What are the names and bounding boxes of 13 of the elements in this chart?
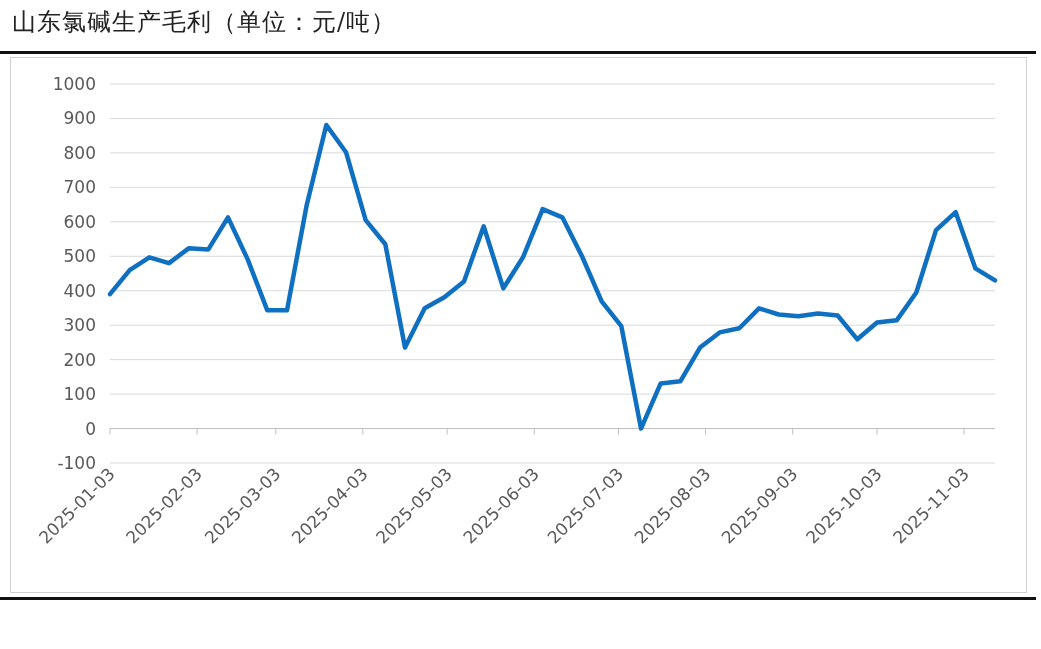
y-tick-label: 400	[63, 280, 96, 301]
chart-title: 山东氯碱生产毛利（单位：元/吨）	[12, 7, 397, 38]
y-tick-label: 300	[63, 315, 96, 336]
y-tick-label: 0	[85, 418, 96, 439]
y-tick-label: 500	[63, 246, 96, 267]
y-tick-label: 200	[63, 349, 96, 370]
y-tick-label: 700	[63, 177, 96, 198]
y-tick-label: 900	[63, 108, 96, 129]
y-tick-label: -100	[57, 453, 96, 473]
y-tick-label: 600	[63, 211, 96, 232]
y-tick-label: 1000	[52, 74, 96, 94]
y-tick-label: 800	[63, 142, 96, 163]
y-tick-label: 100	[63, 384, 96, 405]
